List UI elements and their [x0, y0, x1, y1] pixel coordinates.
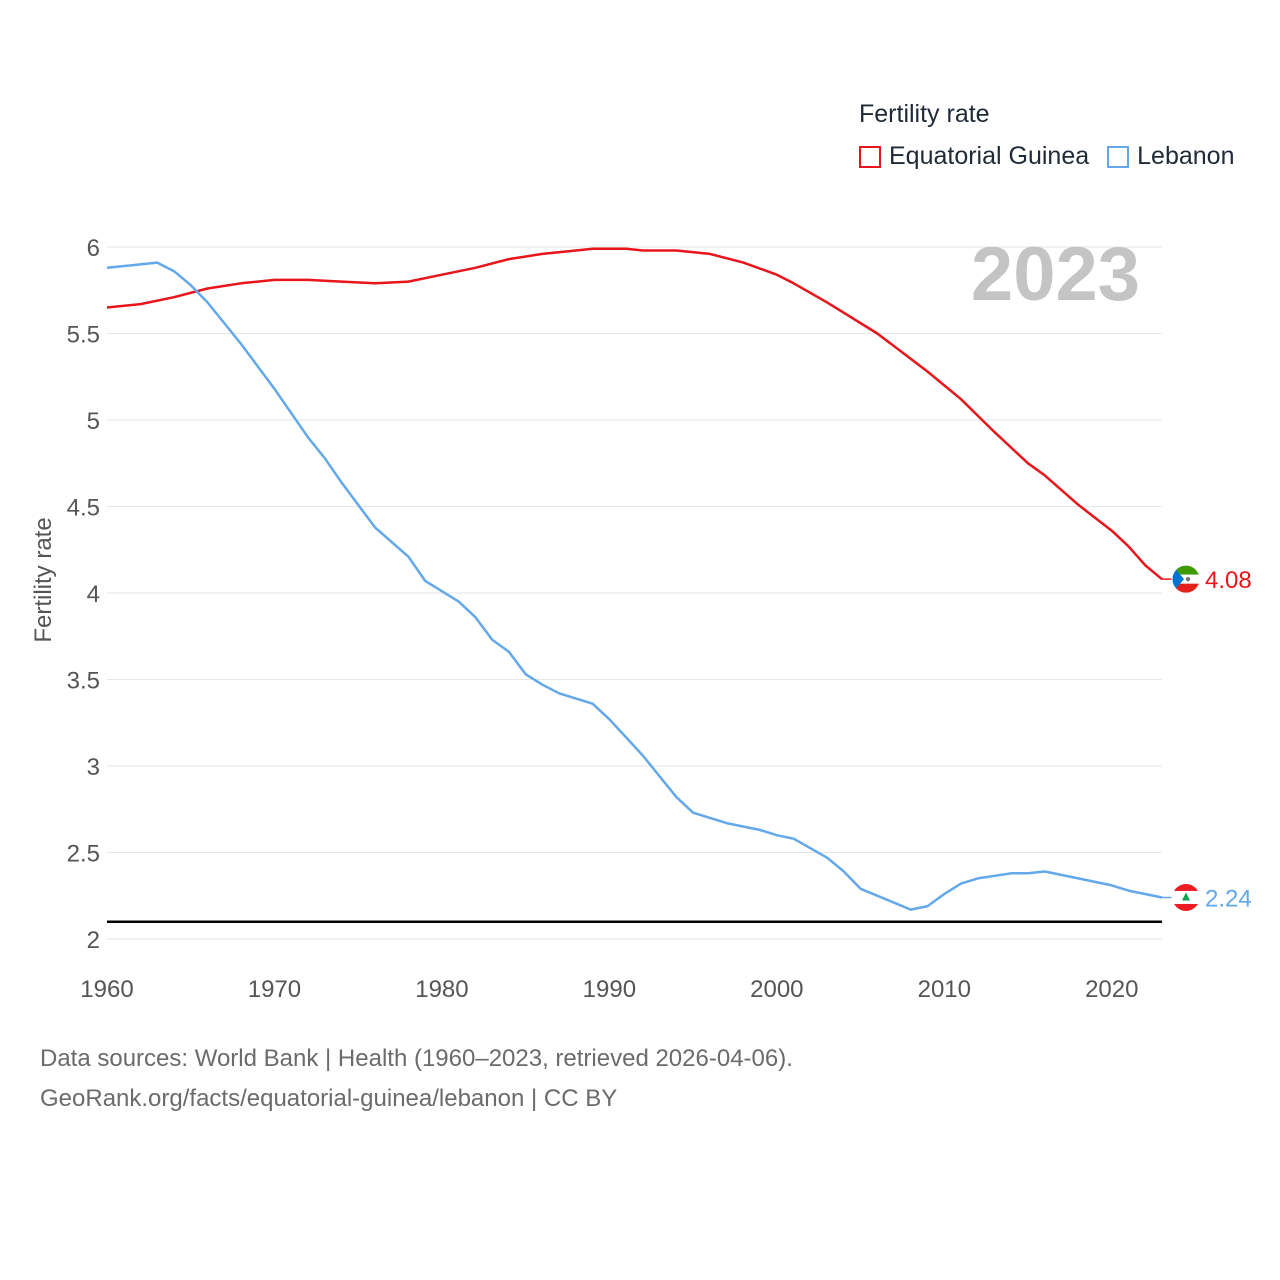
legend-item-equatorial-guinea[interactable]: Equatorial Guinea: [859, 142, 1089, 171]
flag-stripe-red-bottom: [1172, 903, 1200, 912]
y-tick-label: 2: [87, 927, 100, 954]
series-line-equatorial-guinea: [106, 247, 1163, 581]
x-tick-label: 1990: [583, 976, 636, 1003]
legend-swatch-lebanon: [1107, 145, 1130, 168]
series-lines: [106, 247, 1163, 911]
flag-cedar: [1182, 892, 1190, 901]
year-watermark: 2023: [971, 232, 1140, 317]
y-tick-label: 2.5: [67, 841, 100, 868]
legend-label-equatorial-guinea: Equatorial Guinea: [889, 142, 1090, 170]
flag-stripe-red: [1172, 583, 1200, 594]
y-tick-label: 3.5: [67, 668, 100, 695]
legend: Equatorial Guinea Lebanon: [859, 142, 1252, 171]
equatorial-guinea-flag-icon: [1171, 564, 1201, 594]
y-tick-label: 4.5: [67, 495, 100, 522]
source-link[interactable]: GeoRank.org/facts/equatorial-guinea/leba…: [40, 1085, 618, 1112]
legend-item-lebanon[interactable]: Lebanon: [1107, 142, 1234, 171]
y-axis-label: Fertility rate: [30, 517, 57, 642]
x-tick-label: 1980: [415, 976, 468, 1003]
x-tick-label: 2020: [1085, 976, 1138, 1003]
legend-label-lebanon: Lebanon: [1137, 142, 1235, 170]
flag-fill: [1172, 565, 1200, 594]
y-axis-ticks: 2 2.5 3 3.5 4 4.5 5 5.5 6: [67, 235, 100, 954]
x-axis-ticks: 1960 1970 1980 1990 2000 2010 2020: [80, 976, 1138, 1003]
flag-stripe-red-top: [1172, 883, 1200, 891]
flag-fill: [1172, 883, 1200, 912]
grid-lines: [107, 246, 1162, 940]
y-tick-label: 5.5: [67, 322, 100, 349]
x-tick-label: 2000: [750, 976, 803, 1003]
end-value-label-lebanon: 2.24: [1205, 885, 1252, 912]
x-tick-label: 2010: [918, 976, 971, 1003]
legend-swatch-equatorial-guinea: [859, 145, 881, 168]
end-value-label-equatorial-guinea: 4.08: [1205, 567, 1252, 594]
flag-stripe-green: [1172, 565, 1200, 575]
x-tick-label: 1970: [248, 976, 301, 1003]
y-tick-label: 4: [87, 581, 100, 608]
flag-emblem: [1185, 576, 1191, 582]
lebanon-flag-icon: [1171, 882, 1201, 912]
legend-title: Fertility rate: [859, 100, 990, 128]
y-tick-label: 3: [87, 754, 100, 781]
flag-border: [1171, 882, 1201, 912]
y-tick-label: 6: [87, 235, 100, 262]
x-tick-label: 1960: [80, 976, 133, 1003]
source-line-1: Data sources: World Bank | Health (1960–…: [40, 1045, 793, 1072]
y-tick-label: 5: [87, 408, 100, 435]
flag-border: [1171, 564, 1201, 594]
flag-triangle: [1172, 565, 1184, 594]
series-end-markers: 4.08 2.24: [1162, 564, 1252, 912]
series-line-lebanon: [106, 261, 1163, 911]
